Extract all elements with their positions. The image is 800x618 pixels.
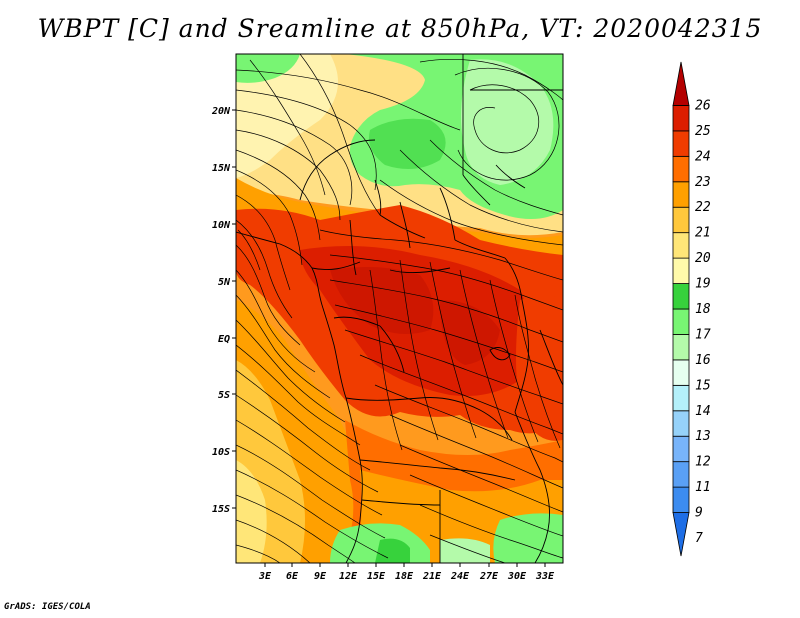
lon-label: 9E [314,571,327,582]
colorbar-label: 11 [695,480,711,495]
lat-label: 10N [212,220,231,231]
lon-label: 30E [507,571,527,582]
colorbar-swatch [672,308,690,335]
colorbar-label: 16 [695,353,711,368]
colorbar-swatch [672,461,690,488]
colorbar-label: 15 [695,378,711,393]
lat-label: 20N [211,106,231,117]
colorbar-swatch [672,257,690,284]
colorbar-swatch [672,512,690,557]
colorbar-label: 19 [695,277,711,292]
wbpt-field [236,54,563,563]
streamlines [236,54,563,563]
colorbar-swatch [672,61,690,106]
colorbar-swatch [672,359,690,386]
lon-label: 3E [258,571,272,582]
lat-label: 15S [212,504,230,515]
lat-label: 10S [212,447,230,458]
colorbar-swatch [672,486,690,513]
colorbar-swatch [672,105,690,132]
grads-credit: GrADS: IGES/COLA [4,602,91,612]
lon-label: 27E [479,571,499,582]
colorbar-label: 21 [695,226,711,241]
lon-label: 24E [450,571,470,582]
lat-label: 5N [218,277,231,288]
map-frame [235,53,564,564]
colorbar-label: 14 [695,404,711,419]
colorbar-label: 24 [695,149,711,164]
colorbar-label: 26 [695,98,711,113]
lat-label: 15N [212,163,231,174]
lon-label: 18E [395,571,414,582]
colorbar-label: 20 [695,251,711,266]
longitude-axis: 3E 6E 9E 12E 15E 18E 21E 24E 27E 30E 33E [258,563,555,582]
lon-label: 21E [422,571,442,582]
colorbar-label: 25 [695,124,711,139]
colorbar-label: 12 [695,455,711,470]
colorbar-swatch [672,435,690,463]
colorbar-label: 22 [695,200,711,215]
lon-label: 33E [535,571,555,582]
latitude-axis: 20N 15N 10N 5N EQ 5S 10S 15S [211,106,236,515]
colorbar-label: 17 [695,327,711,342]
lon-label: 15E [367,571,386,582]
colorbar-label: 13 [695,429,711,444]
colorbar-swatch [672,155,690,183]
colorbar-swatch [672,206,690,234]
lat-label: EQ [218,334,230,345]
colorbar-label: 9 [695,506,703,521]
colorbar-swatch [672,384,690,412]
colorbar-swatch [672,410,690,437]
colorbar-swatch [672,283,690,310]
colorbar-swatch [672,334,690,361]
colorbar: 7 9 11 12 13 14 15 16 17 18 19 20 21 22 23 24 25 26 [672,61,711,557]
colorbar-swatch [672,130,690,157]
country-borders [236,54,563,563]
map-title: WBPT [C] and Sreamline at 850hPa, VT: 20… [37,14,763,43]
lon-label: 12E [339,571,358,582]
colorbar-swatch [672,181,690,208]
colorbar-swatch [672,232,690,259]
lat-label: 5S [218,390,230,401]
colorbar-label: 18 [695,302,711,317]
lon-label: 6E [286,571,299,582]
colorbar-label: 23 [695,175,711,190]
colorbar-label: 7 [695,531,703,546]
